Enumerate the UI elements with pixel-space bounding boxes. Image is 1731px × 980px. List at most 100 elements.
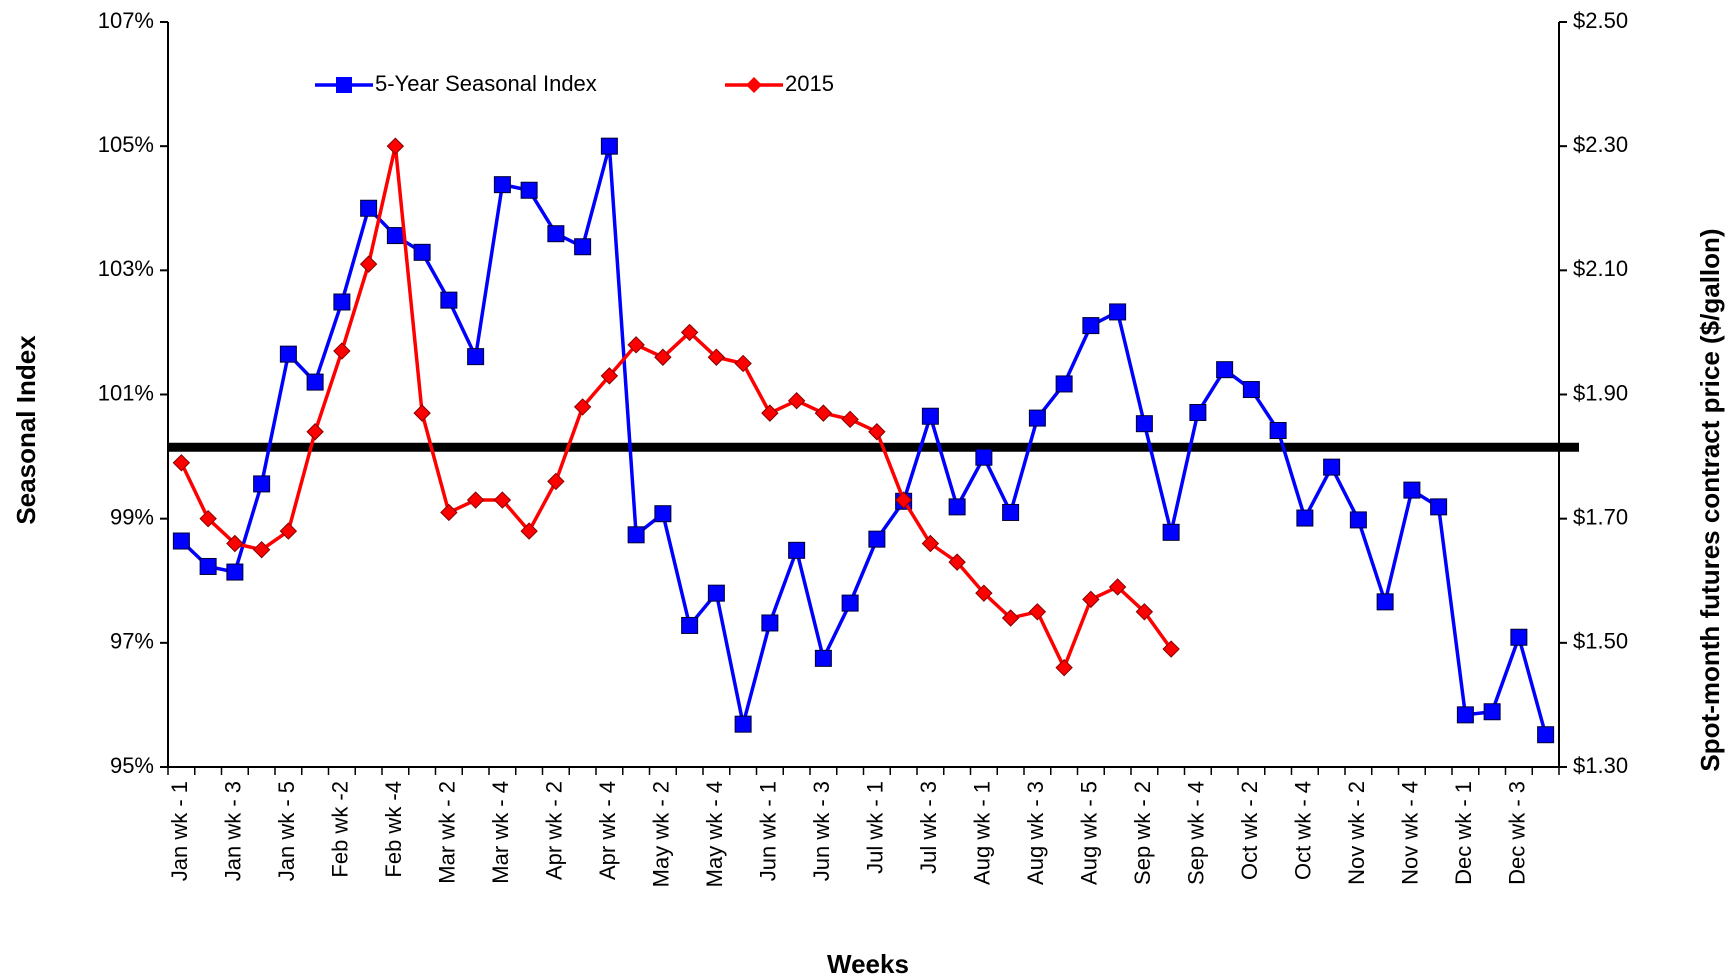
marker bbox=[279, 522, 298, 540]
marker bbox=[868, 530, 886, 548]
marker bbox=[573, 398, 592, 416]
x-tick-label: Oct wk - 4 bbox=[1291, 781, 1316, 880]
marker bbox=[547, 472, 565, 491]
series-line bbox=[180, 145, 1548, 736]
marker bbox=[600, 367, 619, 385]
marker bbox=[252, 541, 271, 559]
x-tick-label: May wk - 2 bbox=[649, 781, 674, 887]
marker bbox=[493, 491, 512, 509]
marker bbox=[841, 410, 859, 429]
marker bbox=[1135, 603, 1154, 621]
marker bbox=[814, 649, 832, 667]
x-tick-label: Jan wk - 3 bbox=[221, 781, 246, 881]
marker bbox=[1430, 498, 1448, 516]
marker bbox=[1055, 375, 1073, 393]
marker bbox=[600, 137, 618, 155]
marker bbox=[1537, 726, 1555, 744]
marker bbox=[466, 491, 485, 509]
x-tick-label: Apr wk - 4 bbox=[595, 781, 620, 880]
marker bbox=[253, 475, 271, 493]
marker bbox=[654, 505, 672, 523]
marker bbox=[1028, 409, 1046, 427]
x-tick-label: Dec wk - 3 bbox=[1505, 781, 1530, 885]
y2-tick-label: $1.50 bbox=[1573, 629, 1628, 654]
x-tick-label: Mar wk - 2 bbox=[435, 781, 460, 884]
y2-tick-label: $2.50 bbox=[1573, 8, 1628, 33]
marker bbox=[814, 404, 833, 422]
marker bbox=[1082, 590, 1100, 609]
marker bbox=[440, 291, 458, 309]
x-tick-label: Aug wk - 1 bbox=[970, 781, 995, 885]
marker bbox=[226, 563, 244, 581]
marker bbox=[1349, 511, 1367, 529]
marker bbox=[360, 199, 378, 217]
x-tick-label: Oct wk - 2 bbox=[1237, 781, 1262, 880]
x-tick-label: Jul wk - 1 bbox=[863, 781, 888, 874]
marker bbox=[493, 176, 511, 194]
marker bbox=[1162, 640, 1180, 658]
y-tick-label: 101% bbox=[98, 380, 154, 405]
marker bbox=[199, 557, 217, 575]
marker bbox=[1269, 422, 1287, 440]
marker bbox=[1028, 603, 1047, 621]
y-tick-label: 103% bbox=[98, 256, 154, 281]
marker bbox=[333, 342, 351, 360]
y-tick-label: 99% bbox=[110, 504, 154, 529]
marker bbox=[948, 498, 966, 516]
marker bbox=[306, 373, 324, 391]
marker bbox=[841, 594, 859, 612]
marker bbox=[279, 345, 297, 363]
marker bbox=[1001, 609, 1020, 627]
x-tick-label: May wk - 4 bbox=[702, 781, 727, 887]
marker bbox=[707, 348, 726, 366]
legend-label: 5-Year Seasonal Index bbox=[375, 71, 597, 96]
marker bbox=[1296, 509, 1314, 527]
marker bbox=[1055, 658, 1073, 677]
marker bbox=[707, 584, 725, 602]
marker bbox=[306, 423, 324, 441]
x-tick-label: Nov wk - 2 bbox=[1344, 781, 1369, 885]
marker bbox=[413, 243, 431, 261]
y2-tick-label: $1.90 bbox=[1573, 380, 1628, 405]
marker bbox=[574, 238, 592, 256]
marker bbox=[788, 541, 806, 559]
marker bbox=[1510, 628, 1528, 646]
marker bbox=[734, 354, 752, 373]
marker bbox=[226, 534, 244, 553]
marker bbox=[547, 225, 565, 243]
marker bbox=[787, 392, 806, 410]
y2-tick-label: $2.10 bbox=[1573, 256, 1628, 281]
marker bbox=[627, 336, 645, 354]
x-tick-label: Jan wk - 5 bbox=[274, 781, 299, 881]
marker bbox=[1109, 303, 1127, 321]
x-tick-label: Jun wk - 1 bbox=[756, 781, 781, 881]
x-tick-label: Jul wk - 3 bbox=[916, 781, 941, 874]
marker bbox=[761, 614, 779, 632]
marker bbox=[1323, 458, 1341, 476]
x-tick-label: Feb wk -2 bbox=[328, 781, 353, 878]
marker bbox=[868, 423, 886, 441]
marker bbox=[761, 404, 779, 422]
marker bbox=[1189, 404, 1207, 422]
x-tick-label: Nov wk - 4 bbox=[1398, 781, 1423, 885]
marker bbox=[894, 491, 913, 509]
marker bbox=[1483, 703, 1501, 721]
legend-marker bbox=[336, 77, 352, 93]
x-tick-label: Sep wk - 4 bbox=[1184, 781, 1209, 885]
y-tick-label: 95% bbox=[110, 753, 154, 778]
marker bbox=[440, 503, 458, 522]
legend-label: 2015 bbox=[785, 71, 834, 96]
marker bbox=[1082, 317, 1100, 335]
marker bbox=[1135, 415, 1153, 433]
marker bbox=[467, 348, 485, 366]
x-tick-label: Mar wk - 4 bbox=[488, 781, 513, 884]
y2-tick-label: $1.70 bbox=[1573, 504, 1628, 529]
marker bbox=[520, 181, 538, 199]
x-tick-label: Dec wk - 1 bbox=[1451, 781, 1476, 885]
y-tick-label: 107% bbox=[98, 8, 154, 33]
marker bbox=[975, 448, 993, 466]
marker bbox=[1456, 706, 1474, 724]
x-axis-title: Weeks bbox=[827, 949, 909, 979]
marker bbox=[921, 407, 939, 425]
y-tick-label: 105% bbox=[98, 132, 154, 157]
